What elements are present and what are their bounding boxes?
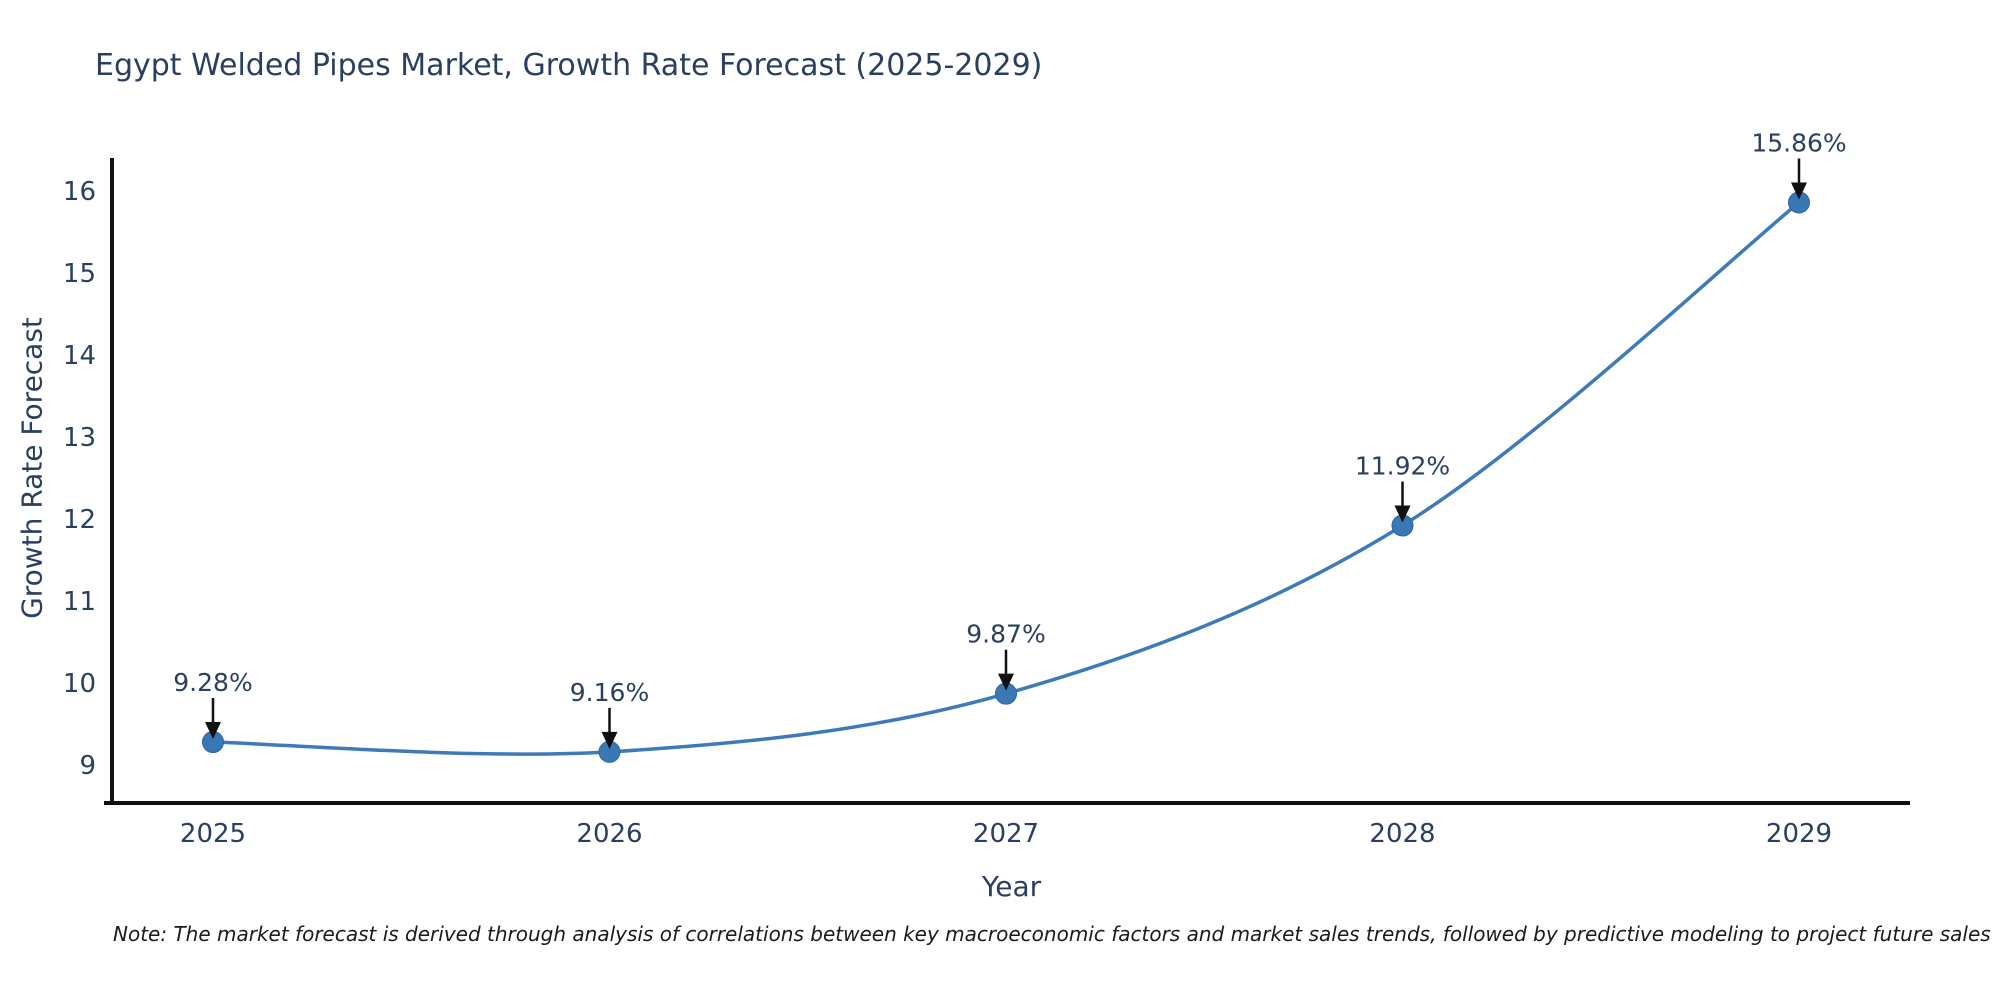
footnote: Note: The market forecast is derived thr… bbox=[113, 922, 1991, 946]
y-tick-label: 16 bbox=[63, 177, 96, 207]
x-tick-label: 2026 bbox=[576, 819, 642, 849]
x-axis-title: Year bbox=[981, 870, 1042, 903]
x-tick-label: 2028 bbox=[1369, 819, 1435, 849]
x-tick-label: 2029 bbox=[1766, 819, 1832, 849]
annotation-arrowhead bbox=[205, 722, 221, 740]
x-tick-label: 2025 bbox=[180, 819, 246, 849]
annotation-label: 11.92% bbox=[1355, 452, 1450, 481]
annotation-label: 9.28% bbox=[173, 668, 252, 697]
y-tick-label: 15 bbox=[63, 259, 96, 289]
annotation-label: 9.16% bbox=[570, 678, 649, 707]
annotation-arrowhead bbox=[601, 731, 618, 749]
y-tick-label: 12 bbox=[63, 505, 96, 535]
y-tick-label: 14 bbox=[63, 341, 96, 371]
y-tick-label: 11 bbox=[63, 587, 96, 617]
y-tick-label: 10 bbox=[63, 669, 96, 699]
x-tick-label: 2027 bbox=[973, 819, 1039, 849]
y-tick-label: 9 bbox=[79, 751, 96, 781]
annotation-arrowhead bbox=[1791, 182, 1807, 200]
y-tick-label: 13 bbox=[63, 423, 96, 453]
annotation-label: 9.87% bbox=[966, 620, 1045, 649]
annotation-arrowhead bbox=[998, 673, 1014, 691]
chart-title: Egypt Welded Pipes Market, Growth Rate F… bbox=[95, 48, 1043, 83]
annotation-label: 15.86% bbox=[1751, 128, 1846, 157]
annotation-arrowhead bbox=[1394, 505, 1411, 523]
